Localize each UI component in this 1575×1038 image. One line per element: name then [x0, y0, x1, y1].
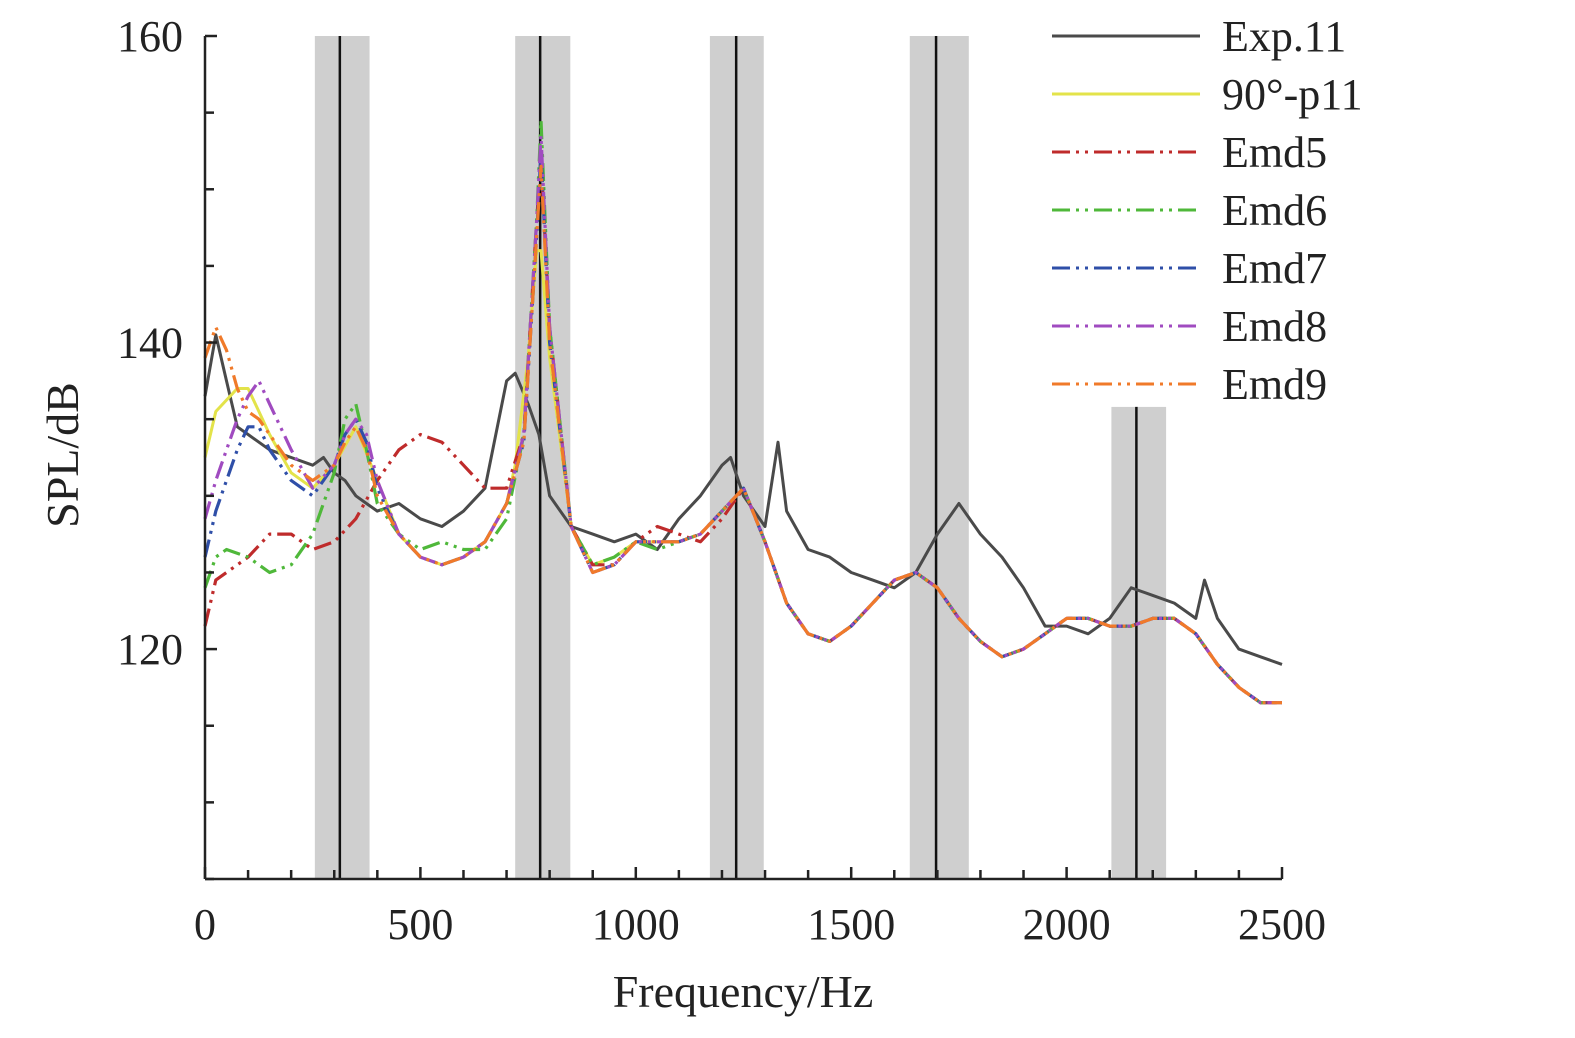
- y-tick-label-140: 140: [117, 319, 183, 368]
- legend-label-90-p11: 90°-p11: [1222, 70, 1363, 119]
- legend: Exp.11 90°-p11 Emd5 Emd6 Emd7 Emd8 Emd9: [1052, 12, 1363, 409]
- legend-label-emd7: Emd7: [1222, 244, 1327, 293]
- legend-label-emd6: Emd6: [1222, 186, 1327, 235]
- series-line-exp-11: [203, 333, 1283, 666]
- shaded-bands: [314, 36, 1167, 879]
- shaded-band-5: [1111, 406, 1167, 879]
- legend-label-emd5: Emd5: [1222, 128, 1327, 177]
- legend-label-emd8: Emd8: [1222, 302, 1327, 351]
- legend-label-exp-11: Exp.11: [1222, 12, 1346, 61]
- x-tick-label-2000: 2000: [1023, 900, 1111, 949]
- series-lines: [203, 118, 1283, 705]
- x-axis-title: Frequency/Hz: [613, 966, 874, 1017]
- series-line-emd9: [203, 164, 1282, 705]
- x-tick-label-1000: 1000: [592, 900, 680, 949]
- x-tick-label-0: 0: [194, 900, 216, 949]
- tick-labels: 120 140 160 0 500 1000 1500 2000 2500: [117, 12, 1326, 949]
- y-tick-label-160: 160: [117, 12, 183, 61]
- series-line-emd7: [203, 149, 1282, 705]
- x-tick-label-2500: 2500: [1238, 900, 1326, 949]
- y-axis-title: SPL/dB: [37, 382, 88, 528]
- axes: [203, 34, 1284, 881]
- y-tick-label-120: 120: [117, 625, 183, 674]
- legend-label-emd9: Emd9: [1222, 360, 1327, 409]
- x-tick-label-1500: 1500: [807, 900, 895, 949]
- shaded-band-4: [909, 36, 969, 879]
- x-tick-label-500: 500: [387, 900, 453, 949]
